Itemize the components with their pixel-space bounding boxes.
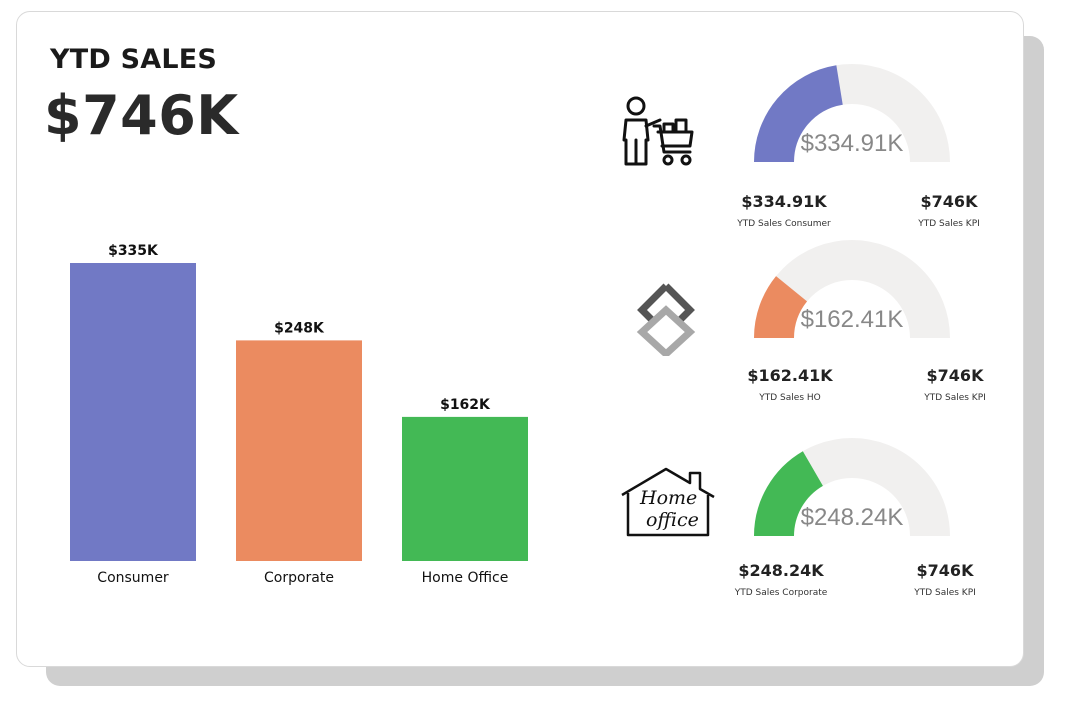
kpi-title: YTD SALES	[50, 44, 218, 75]
gauge-corporate-left-value: $248.24K	[738, 561, 824, 580]
gauge-ho-left-value: $162.41K	[747, 366, 833, 385]
gauge-center-label: $248.24K	[800, 504, 904, 531]
gauge-corporate-right-label: YTD Sales KPI	[914, 588, 976, 598]
gauge-ho-left-label: YTD Sales HO	[759, 393, 821, 403]
gauge-fill	[754, 276, 808, 339]
gauge-consumer-right-label: YTD Sales KPI	[918, 219, 980, 229]
gauge-fill	[754, 65, 844, 163]
gauge-consumer-left-label: YTD Sales Consumer	[737, 219, 831, 229]
kpi-value: $746K	[44, 84, 239, 147]
bar-value-label: $162K	[440, 397, 491, 413]
gauge-center-label: $334.91K	[800, 130, 904, 157]
home-office-icon: Home office	[620, 465, 716, 539]
shopper-cart-icon	[622, 96, 694, 166]
gauge-corporate-left-label: YTD Sales Corporate	[734, 588, 828, 598]
gauge-corporate-right-value: $746K	[916, 561, 974, 580]
gauge-ho-right-label: YTD Sales KPI	[924, 393, 986, 403]
bar-value-label: $335K	[108, 243, 159, 259]
gauge-consumer-right-value: $746K	[920, 192, 978, 211]
bar-chart: $335K Consumer $248K Corporate $162K Home Off…	[70, 243, 528, 586]
home-office-text-line1: Home	[640, 487, 698, 509]
category-label: Home Office	[422, 570, 509, 586]
bar-home-office	[402, 416, 528, 561]
home-office-text-line2: office	[646, 509, 699, 531]
bar-consumer	[70, 263, 196, 561]
gauge-fill	[754, 451, 824, 537]
diamond-logo-icon	[636, 283, 696, 356]
gauge-center-label: $162.41K	[800, 306, 904, 333]
gauge-corporate: $248.24K	[754, 436, 950, 546]
category-label: Corporate	[264, 570, 334, 586]
gauge-consumer: $334.91K	[754, 62, 950, 172]
gauge-consumer-left-value: $334.91K	[741, 192, 827, 211]
bar-corporate	[236, 340, 362, 561]
category-label: Consumer	[97, 570, 169, 586]
gauge-home-office: $162.41K	[754, 238, 950, 348]
bar-value-label: $248K	[274, 320, 325, 336]
gauge-ho-right-value: $746K	[926, 366, 984, 385]
